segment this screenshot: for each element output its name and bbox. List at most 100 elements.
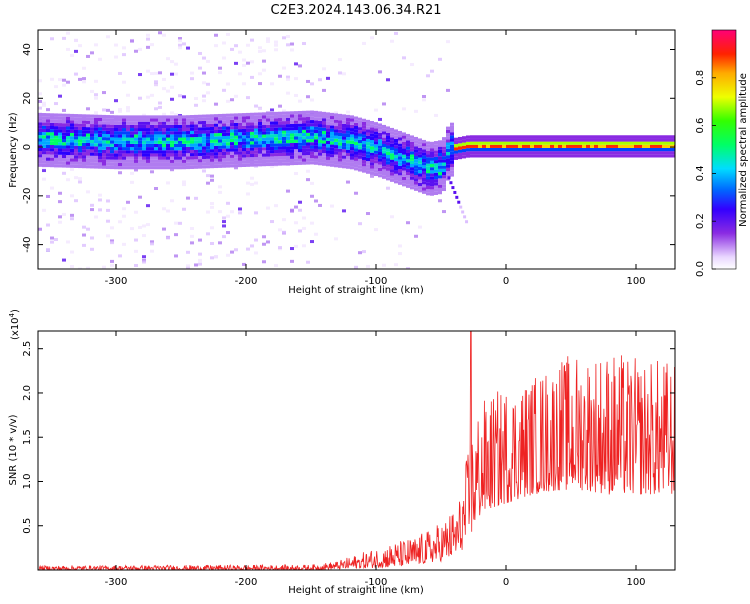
spectrogram-cell: [246, 131, 250, 136]
spectrogram-cell: [266, 112, 270, 116]
spectrogram-cell: [386, 167, 390, 171]
spectrogram-cell: [46, 141, 50, 145]
spectrogram-cell: [58, 94, 62, 98]
spectrogram-cell: [134, 166, 138, 170]
spectrogram-cell: [638, 135, 642, 139]
spectrogram-cell: [394, 31, 398, 35]
spectrogram-cell: [518, 141, 522, 145]
spectrogram-cell: [282, 230, 286, 234]
spectrogram-cell: [474, 141, 478, 145]
spectrogram-cell: [82, 120, 86, 124]
spectrogram-cell: [562, 154, 566, 158]
spectrogram-cell: [298, 133, 302, 137]
spectrogram-cell: [330, 160, 334, 164]
spectrogram-cell: [190, 153, 194, 157]
spectrogram-cell: [274, 134, 278, 138]
spectrogram-cell: [362, 125, 366, 129]
spectrogram-cell: [170, 85, 174, 89]
spectrogram-cell: [186, 162, 190, 166]
spectrogram-cell: [370, 140, 374, 144]
spectrogram-cell: [38, 116, 42, 120]
spectrogram-cell: [146, 156, 150, 160]
spectrogram-cell: [170, 156, 174, 160]
spectrogram-cell: [430, 179, 434, 184]
spectrogram-cell: [358, 161, 362, 166]
spectrogram-cell: [322, 143, 326, 147]
spectrogram-cell: [306, 117, 310, 121]
spectrogram-cell: [218, 145, 222, 149]
spectrogram-cell: [102, 159, 106, 163]
spectrogram-cell: [374, 163, 378, 167]
spectrogram-cell: [426, 188, 430, 193]
spectrogram-cell: [246, 122, 250, 126]
spectrogram-cell: [426, 176, 430, 180]
spectrogram-cell: [202, 56, 206, 60]
spectrogram-cell: [306, 136, 310, 140]
spectrogram-cell: [198, 252, 202, 256]
spectrogram-cell: [382, 150, 386, 154]
spectrogram-cell: [178, 147, 182, 151]
spectrogram-cell: [122, 166, 126, 170]
spectrogram-cell: [382, 134, 386, 138]
spectrogram-cell: [122, 242, 126, 246]
spectrogram-cell: [170, 72, 174, 76]
spectrogram-cell: [638, 154, 642, 158]
spectrogram-cell: [274, 48, 278, 52]
spectrogram-cell: [74, 145, 78, 149]
spectrogram-cell: [390, 169, 394, 173]
spectrogram-cell: [486, 151, 490, 155]
spectrogram-cell: [206, 127, 210, 131]
spectrogram-cell: [378, 158, 382, 162]
spectrogram-cell: [58, 154, 62, 158]
spectrogram-cell: [134, 118, 138, 122]
spectrogram-cell: [134, 137, 138, 141]
spectrogram-cell: [410, 173, 414, 177]
spectrogram-cell: [74, 49, 78, 53]
spectrogram-cell: [366, 129, 370, 133]
spectrogram-cell: [390, 39, 394, 43]
spectrogram-cell: [654, 138, 658, 142]
spectrogram-cell: [258, 118, 262, 123]
spectrogram-cell: [110, 263, 114, 267]
spectrogram-cell: [410, 182, 414, 187]
spectrogram-cell: [422, 162, 426, 166]
spectrogram-x-tick-label: -200: [235, 276, 258, 287]
spectrogram-cell: [634, 147, 638, 152]
spectrogram-cell: [598, 147, 602, 152]
spectrogram-cell: [90, 155, 94, 159]
spectrogram-cell: [318, 149, 322, 153]
spectrogram-cell: [142, 162, 146, 167]
spectrogram-cell: [398, 252, 402, 256]
spectrogram-cell: [262, 159, 266, 164]
spectrogram-cell: [538, 138, 542, 142]
spectrogram-cell: [654, 154, 658, 158]
spectrogram-cell: [134, 143, 138, 148]
spectrogram-cell: [90, 203, 94, 207]
colorbar-ticks: 0.00.20.40.60.8: [695, 70, 716, 277]
spectrogram-cell: [430, 192, 434, 196]
spectrogram-cell: [262, 59, 266, 63]
spectrogram-cell: [586, 154, 590, 158]
spectrogram-cell: [530, 151, 534, 155]
spectrogram-cell: [258, 150, 262, 154]
spectrogram-cell: [266, 140, 270, 144]
spectrogram-cell: [362, 41, 366, 45]
spectrogram-cell: [306, 158, 310, 162]
spectrogram-cell: [254, 125, 258, 129]
spectrogram-cell: [198, 133, 202, 137]
spectrogram-cell: [286, 155, 290, 160]
spectrogram-cell: [54, 102, 58, 106]
spectrogram-cell: [426, 179, 430, 183]
spectrogram-cell: [150, 140, 154, 144]
spectrogram-cell: [378, 174, 382, 178]
spectrogram-cell: [94, 162, 98, 166]
spectrogram-cell: [642, 147, 646, 152]
spectrogram-cell: [94, 140, 98, 144]
spectrogram-cell: [642, 138, 646, 142]
spectrogram-cell: [398, 168, 402, 173]
spectrogram-cell: [210, 155, 214, 159]
spectrogram-cell: [226, 154, 230, 159]
spectrogram-cell: [474, 135, 478, 139]
spectrogram-cell: [330, 147, 334, 151]
spectrogram-cell: [58, 135, 62, 139]
